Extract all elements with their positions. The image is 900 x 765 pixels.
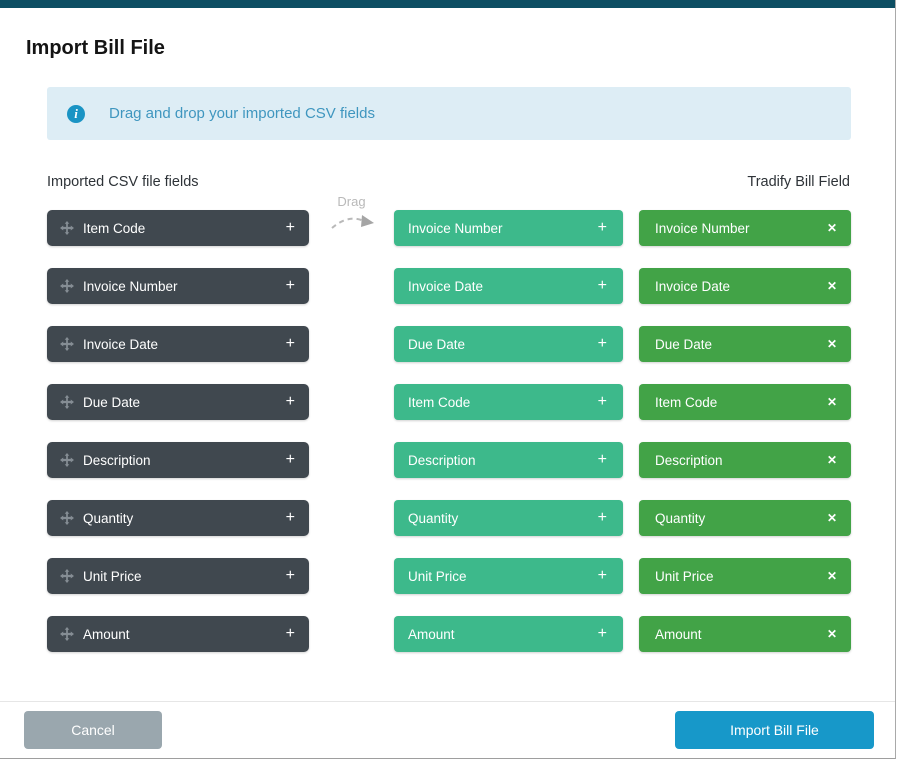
csv-field-label: Quantity — [83, 510, 134, 526]
mapped-field-label: Quantity — [408, 510, 459, 526]
csv-fields-header: Imported CSV file fields — [47, 174, 199, 190]
tradify-field-label: Item Code — [655, 394, 718, 410]
move-icon — [60, 279, 74, 293]
csv-field-pill[interactable]: Due Date + — [47, 384, 309, 420]
tradify-field-header: Tradify Bill Field — [747, 174, 850, 190]
add-icon[interactable]: + — [285, 509, 295, 526]
modal-accent-bar — [0, 0, 895, 8]
tradify-field-label: Invoice Date — [655, 278, 731, 294]
mapped-field-pill[interactable]: Item Code + — [394, 384, 623, 420]
remove-icon[interactable]: ✕ — [826, 221, 837, 235]
modal-footer: Cancel Import Bill File — [0, 701, 895, 758]
info-banner: i Drag and drop your imported CSV fields — [47, 87, 851, 140]
mapped-field-label: Invoice Number — [408, 220, 503, 236]
tradify-field-pill[interactable]: Quantity ✕ — [639, 500, 851, 536]
field-mapping-grid: Item Code + Drag Invoice Number + Invoic… — [47, 194, 851, 652]
tradify-field-pill[interactable]: Description ✕ — [639, 442, 851, 478]
csv-field-pill[interactable]: Quantity + — [47, 500, 309, 536]
mapped-field-pill[interactable]: Invoice Number + — [394, 210, 623, 246]
mapped-field-label: Amount — [408, 626, 455, 642]
drag-hint-label: Drag — [337, 194, 366, 209]
remove-icon[interactable]: ✕ — [826, 569, 837, 583]
add-icon[interactable]: + — [285, 451, 295, 468]
mapped-field-pill[interactable]: Amount + — [394, 616, 623, 652]
add-icon[interactable]: + — [597, 509, 607, 526]
tradify-field-label: Amount — [655, 626, 702, 642]
import-bill-file-button[interactable]: Import Bill File — [675, 711, 874, 749]
tradify-field-pill[interactable]: Unit Price ✕ — [639, 558, 851, 594]
tradify-field-pill[interactable]: Due Date ✕ — [639, 326, 851, 362]
csv-field-label: Due Date — [83, 394, 141, 410]
drag-arrow-icon — [329, 212, 375, 239]
move-icon — [60, 627, 74, 641]
info-icon: i — [67, 104, 85, 123]
tradify-field-label: Due Date — [655, 336, 713, 352]
page-title: Import Bill File — [26, 37, 165, 59]
remove-icon[interactable]: ✕ — [826, 511, 837, 525]
add-icon[interactable]: + — [285, 625, 295, 642]
mapped-field-label: Unit Price — [408, 568, 467, 584]
mapped-field-label: Item Code — [408, 394, 471, 410]
tradify-field-label: Unit Price — [655, 568, 714, 584]
csv-field-pill[interactable]: Amount + — [47, 616, 309, 652]
mapped-field-pill[interactable]: Invoice Date + — [394, 268, 623, 304]
remove-icon[interactable]: ✕ — [826, 627, 837, 641]
move-icon — [60, 395, 74, 409]
add-icon[interactable]: + — [597, 277, 607, 294]
add-icon[interactable]: + — [285, 335, 295, 352]
csv-field-pill[interactable]: Unit Price + — [47, 558, 309, 594]
csv-field-label: Item Code — [83, 220, 146, 236]
add-icon[interactable]: + — [597, 335, 607, 352]
drag-hint: Drag — [309, 194, 394, 239]
csv-field-pill[interactable]: Item Code + — [47, 210, 309, 246]
tradify-field-pill[interactable]: Invoice Number ✕ — [639, 210, 851, 246]
remove-icon[interactable]: ✕ — [826, 279, 837, 293]
cancel-button[interactable]: Cancel — [24, 711, 162, 749]
tradify-field-pill[interactable]: Amount ✕ — [639, 616, 851, 652]
csv-field-label: Amount — [83, 626, 130, 642]
mapped-field-pill[interactable]: Unit Price + — [394, 558, 623, 594]
add-icon[interactable]: + — [597, 625, 607, 642]
csv-field-label: Invoice Date — [83, 336, 159, 352]
add-icon[interactable]: + — [597, 393, 607, 410]
move-icon — [60, 221, 74, 235]
remove-icon[interactable]: ✕ — [826, 395, 837, 409]
mapped-field-pill[interactable]: Due Date + — [394, 326, 623, 362]
csv-field-label: Invoice Number — [83, 278, 178, 294]
spacer — [0, 652, 895, 701]
add-icon[interactable]: + — [597, 567, 607, 584]
csv-field-label: Description — [83, 452, 151, 468]
mapped-field-label: Description — [408, 452, 476, 468]
mapped-field-label: Invoice Date — [408, 278, 484, 294]
move-icon — [60, 337, 74, 351]
mapped-field-label: Due Date — [408, 336, 466, 352]
move-icon — [60, 453, 74, 467]
remove-icon[interactable]: ✕ — [826, 337, 837, 351]
mapped-field-pill[interactable]: Quantity + — [394, 500, 623, 536]
add-icon[interactable]: + — [285, 219, 295, 236]
tradify-field-pill[interactable]: Item Code ✕ — [639, 384, 851, 420]
info-banner-text: Drag and drop your imported CSV fields — [109, 105, 375, 122]
tradify-field-label: Quantity — [655, 510, 706, 526]
add-icon[interactable]: + — [285, 277, 295, 294]
add-icon[interactable]: + — [285, 567, 295, 584]
add-icon[interactable]: + — [597, 451, 607, 468]
csv-field-pill[interactable]: Invoice Number + — [47, 268, 309, 304]
mapped-field-pill[interactable]: Description + — [394, 442, 623, 478]
move-icon — [60, 569, 74, 583]
tradify-field-pill[interactable]: Invoice Date ✕ — [639, 268, 851, 304]
csv-field-pill[interactable]: Invoice Date + — [47, 326, 309, 362]
tradify-field-label: Description — [655, 452, 723, 468]
remove-icon[interactable]: ✕ — [826, 453, 837, 467]
csv-field-label: Unit Price — [83, 568, 142, 584]
tradify-field-label: Invoice Number — [655, 220, 750, 236]
add-icon[interactable]: + — [285, 393, 295, 410]
add-icon[interactable]: + — [597, 219, 607, 236]
move-icon — [60, 511, 74, 525]
csv-field-pill[interactable]: Description + — [47, 442, 309, 478]
